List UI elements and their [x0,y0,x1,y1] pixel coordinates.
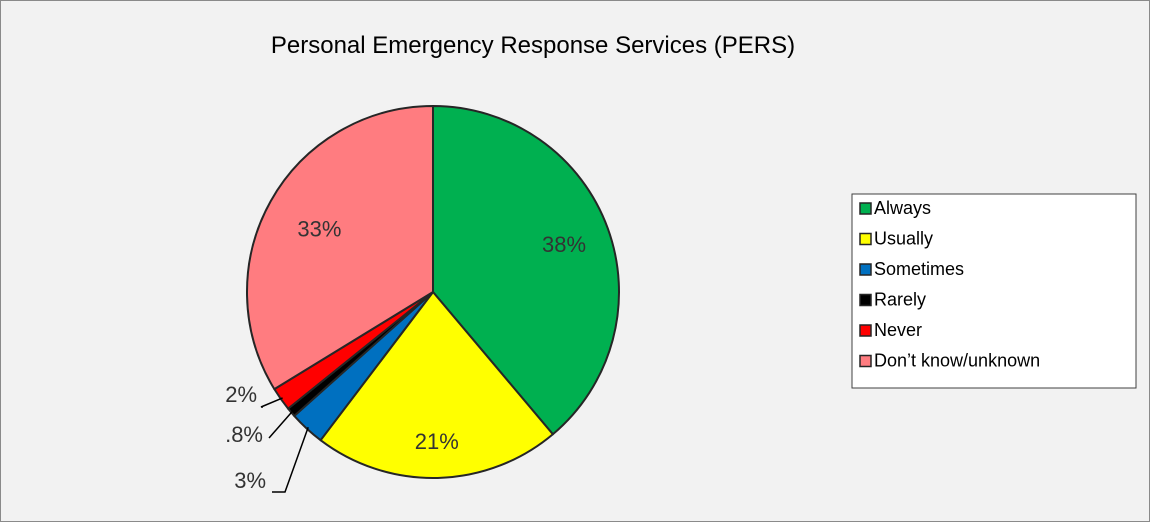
legend-swatch-never [859,324,872,337]
pie-slice-usually [319,291,554,479]
legend-swatch-always [859,202,872,215]
leader-line-sometimes [272,426,309,493]
legend-entry-rarely: Rarely [874,290,926,310]
pie-slice-labels: 38% 21% 3% .8% 2% 33% [225,216,586,493]
pie-slices [245,105,620,479]
legend-entry-always: Always [874,198,931,218]
legend: Always Usually Sometimes Rarely Never Don’t k… [851,193,1137,389]
leader-line-rarely [268,410,294,439]
data-label-don-t-know-unknown: 33% [297,216,341,241]
legend-swatch-rarely [859,293,872,307]
legend-box [851,193,1137,389]
leader-line-never [260,397,283,408]
legend-swatch-don-t-know-unknown [859,354,872,368]
chart-title: Personal Emergency Response Services (PE… [271,32,795,59]
data-label-sometimes: 3% [234,468,266,493]
legend-swatch-sometimes [859,263,872,276]
pie-slice-always [432,105,620,436]
data-label-never: 2% [225,382,257,407]
legend-swatch-usually [859,232,872,246]
data-label-usually: 21% [415,429,459,454]
data-label-always: 38% [542,232,586,257]
legend-entry-usually: Usually [874,229,933,249]
pie-slice-don-t-know-unknown [245,105,434,391]
data-label-rarely: .8% [225,422,263,447]
legend-entry-sometimes: Sometimes [874,259,964,279]
legend-entry-don-t-know-unknown: Don’t know/unknown [874,351,1040,371]
legend-entry-never: Never [874,320,922,340]
